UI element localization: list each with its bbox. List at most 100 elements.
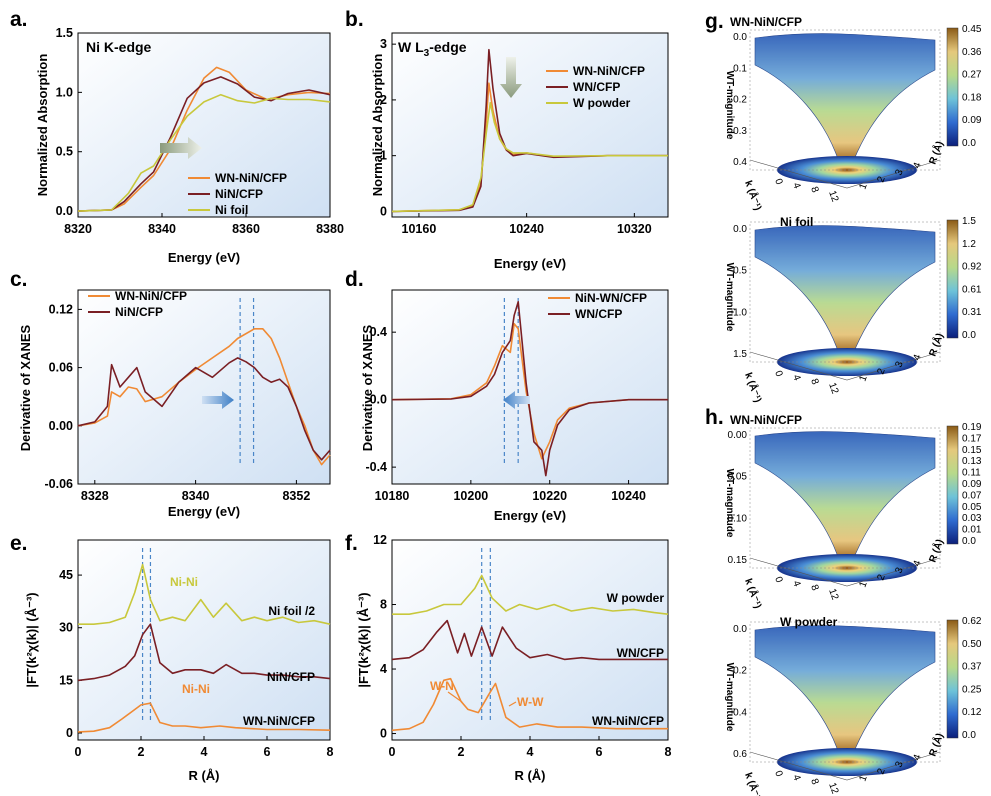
- panel-f-ylabel: |FT(k²χ(k)| (Å⁻³): [356, 592, 371, 687]
- series-line-e-1: [77, 623, 331, 682]
- wt-k-tick: 8: [808, 583, 820, 592]
- x-tick-label-f: 2: [458, 745, 465, 759]
- legend-label-a: Ni foil: [215, 203, 248, 217]
- wt-colorbar-label: 0.0: [962, 730, 976, 741]
- wt-r-tick: 1: [857, 580, 869, 589]
- wt-colorbar: [946, 219, 959, 339]
- wt-r-tick: 4: [911, 161, 923, 170]
- wt-ztick: 0.3: [733, 126, 747, 137]
- wt-r-tick: 2: [875, 367, 887, 376]
- y-tick-label-e: 30: [59, 621, 73, 635]
- wt-colorbar-label: 0.61: [962, 284, 982, 295]
- wt-r-tick: 3: [893, 168, 905, 177]
- x-tick-label-d: 10220: [532, 489, 567, 503]
- panel-b: [391, 32, 669, 218]
- wt-ztick: 1.0: [733, 307, 747, 318]
- wt-colorbar-label: 0.19: [962, 422, 982, 433]
- panel-e-xlabel: R (Å): [188, 768, 219, 783]
- series-line-a-2: [77, 93, 331, 212]
- wt-box: [749, 621, 941, 763]
- wt-r-tick: 3: [893, 566, 905, 575]
- wt-colorbar-label: 0.36: [962, 47, 982, 58]
- wt-colorbar-label: 0.15: [962, 445, 982, 456]
- series-line-d-1: [391, 301, 668, 477]
- wt-colorbar-label: 0.92: [962, 262, 982, 273]
- x-tick-label-e: 0: [75, 745, 82, 759]
- wt-colorbar-label: 1.5: [962, 216, 976, 227]
- wt-colorbar-label: 0.18: [962, 92, 982, 103]
- wt-title: WN-NiN/CFP: [730, 413, 802, 427]
- wt-box: [749, 427, 941, 569]
- curve-label-f: W powder: [607, 591, 665, 605]
- wt-colorbar-label: 0.45: [962, 24, 982, 35]
- wt-r-tick: 1: [857, 182, 869, 191]
- wt-k-tick: 8: [808, 185, 820, 194]
- wt-colorbar: [946, 27, 959, 147]
- legend-label-d: NiN-WN/CFP: [575, 291, 647, 305]
- wt-zlabel: WT-magnitude: [724, 663, 735, 732]
- y-tick-label-c: 0.12: [49, 302, 73, 316]
- wt-k-tick: 0: [772, 769, 784, 778]
- wt-k-tick: 4: [790, 181, 802, 190]
- y-tick-label-a: 0.0: [56, 204, 73, 218]
- wt-box: [749, 221, 941, 363]
- series-line-f-2: [391, 677, 668, 732]
- wt-k-label: k (Å⁻¹): [742, 577, 765, 610]
- panel-e: [77, 539, 331, 741]
- wt-r-tick: 2: [875, 573, 887, 582]
- y-tick-label-d: 0.4: [370, 325, 387, 339]
- panel-label-d: d.: [345, 268, 364, 291]
- legend-label-d: WN/CFP: [575, 307, 622, 321]
- wt-ztick: 0.4: [733, 157, 747, 168]
- wt-floor-edge: [749, 159, 941, 189]
- wt-colorbar-label: 0.09: [962, 479, 982, 490]
- panel-b-title: W L3-edge: [398, 39, 467, 59]
- wt-colorbar-label: 0.0: [962, 330, 976, 341]
- series-line-a-1: [77, 76, 331, 212]
- wt-ztick: 0.0: [733, 224, 747, 235]
- wt-colorbar-label: 0.0: [962, 536, 976, 547]
- series-line-d-0: [391, 322, 668, 460]
- panel-d-ylabel: Derivative of XANES: [360, 324, 375, 451]
- wt-r-tick: 4: [911, 753, 923, 762]
- wt-k-tick: 8: [808, 777, 820, 786]
- wt-floor-edge: [749, 751, 941, 781]
- panel-b-ylabel: Normalized Absorption: [370, 54, 385, 197]
- panel-d-xlabel: Energy (eV): [494, 508, 566, 523]
- wt-k-tick: 4: [790, 773, 802, 782]
- wt-zlabel: WT-magnitude: [724, 71, 735, 140]
- panel-e-data: 0 2 4 6 8 0 15 30 45 Ni foil /2 NiN/CFP WN-NiN/CFP N…: [59, 548, 334, 759]
- wt-colorbar-label: 0.01: [962, 525, 982, 536]
- y-tick-label-f: 8: [380, 598, 387, 612]
- wt-k-tick: 12: [826, 781, 840, 796]
- legend-label-c: WN-NiN/CFP: [115, 289, 187, 303]
- wt-plots: WN-NiN/CFP WT-magnitude 0.0 0.1 0.2 0.3 0.4 k (…: [724, 15, 982, 796]
- x-tick-label-f: 6: [596, 745, 603, 759]
- wt-r-tick: 4: [911, 353, 923, 362]
- panel-label-a: a.: [10, 8, 28, 31]
- panel-a-xlabel: Energy (eV): [168, 250, 240, 265]
- wt-r-tick: 1: [857, 774, 869, 783]
- y-tick-label-a: 0.5: [56, 145, 73, 159]
- panel-f: [391, 539, 669, 741]
- shift-arrow-a: [160, 137, 202, 159]
- wt-r-tick: 2: [875, 175, 887, 184]
- wt-ztick: 0.4: [733, 707, 747, 718]
- annotation-f: W-N: [430, 679, 454, 693]
- wt-ztick: 0.15: [728, 555, 748, 566]
- y-tick-label-f: 0: [380, 727, 387, 741]
- annotation-f: W-W: [517, 695, 544, 709]
- wt-surface: [754, 431, 936, 561]
- wt-floor-edge: [749, 557, 941, 587]
- wt-r-tick: 2: [875, 767, 887, 776]
- y-tick-label-e: 45: [59, 568, 73, 582]
- panel-label-h: h.: [705, 406, 724, 429]
- wt-title: Ni foil: [780, 215, 813, 229]
- wt-ztick: 0.6: [733, 749, 747, 760]
- panel-label-f: f.: [345, 532, 358, 555]
- y-tick-label-c: -0.06: [45, 477, 74, 491]
- wt-surface: [754, 625, 936, 755]
- shift-arrow-b: [500, 57, 522, 98]
- x-tick-label-c: 8352: [282, 489, 310, 503]
- wt-colorbar-label: 0.27: [962, 70, 982, 81]
